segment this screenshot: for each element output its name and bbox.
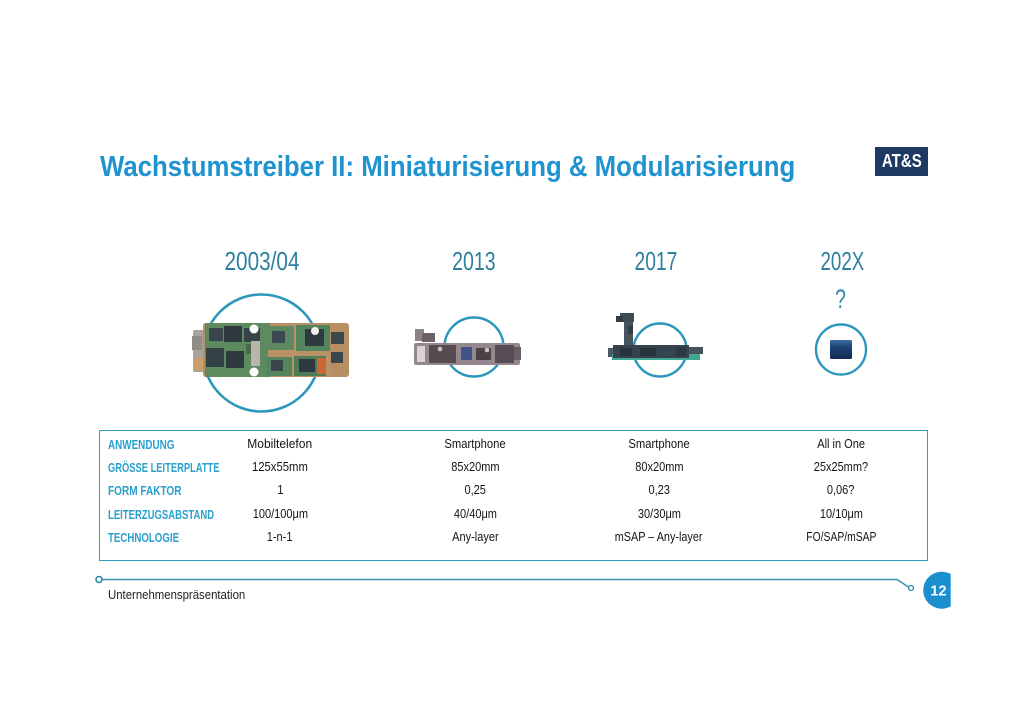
svg-text:12: 12: [930, 583, 946, 599]
